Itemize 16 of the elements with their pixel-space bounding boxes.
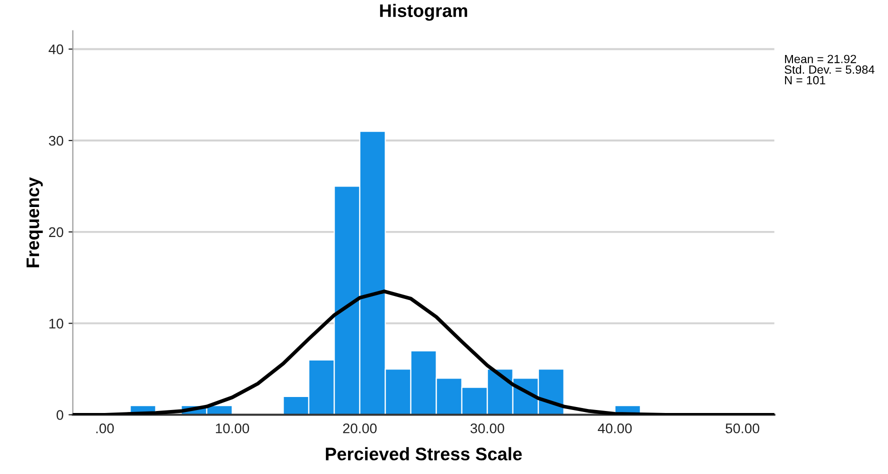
x-tick-label: 50.00 [726,423,760,434]
y-tick-label: 20 [49,227,64,238]
y-tick-label: 30 [48,136,64,146]
text: Mean = 21.92 Std. Dev. = 5.984 N = 101 [784,54,874,84]
x-tick-label: .00 [96,423,114,434]
y-tick-label: 40 [48,44,64,54]
y-tick-label: 10 [49,318,64,329]
x-tick-label: 30.00 [470,423,504,434]
x-tick-label: 40.00 [598,423,632,434]
x-tick-label: 20.00 [343,423,377,434]
y-tick-label: 0 [56,410,64,420]
x-tick-label: 10.00 [216,423,250,434]
x-axis-title: Percieved Stress Scale [326,447,522,460]
y-axis-title: Frequency [26,177,43,268]
chart-title: Histogram [380,4,468,21]
line-series [72,290,774,415]
